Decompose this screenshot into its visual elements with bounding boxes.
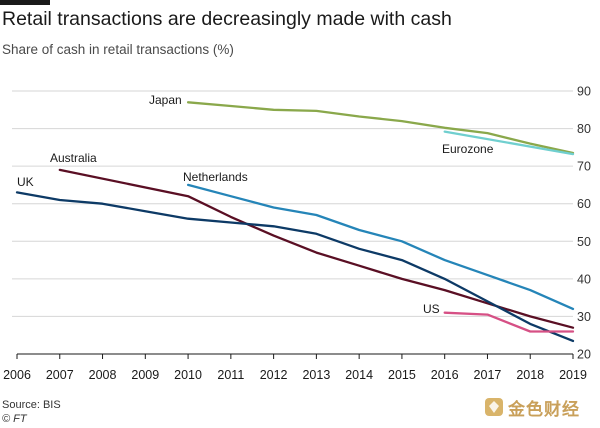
- y-tick-label-60: 60: [577, 197, 591, 211]
- series-label-us: US: [423, 302, 440, 316]
- series-line-eurozone: [443, 130, 575, 156]
- series-line-uk: [15, 191, 575, 343]
- x-tick-label-2011: 2011: [217, 368, 244, 382]
- y-tick-label-20: 20: [577, 348, 591, 362]
- x-tick-label-2014: 2014: [345, 368, 373, 382]
- x-axis: 2006 2007 2008 2009 2010 2011 2012 2013 2014 2015…: [3, 353, 587, 382]
- x-tick-label-2008: 2008: [89, 368, 117, 382]
- watermark: 金色财经: [484, 395, 580, 419]
- y-tick-label-30: 30: [577, 310, 591, 324]
- series-line-japan: [186, 101, 575, 155]
- x-tick-label-2013: 2013: [302, 368, 330, 382]
- series-label-japan: Japan: [149, 93, 182, 107]
- x-tick-label-2012: 2012: [260, 368, 288, 382]
- y-tick-label-80: 80: [577, 122, 591, 136]
- series-label-uk: UK: [17, 175, 34, 189]
- y-tick-label-90: 90: [577, 85, 591, 99]
- chart-subtitle: Share of cash in retail transactions (%): [2, 42, 234, 57]
- chart-title: Retail transactions are decreasingly mad…: [2, 8, 452, 30]
- x-tick-label-2007: 2007: [46, 368, 74, 382]
- y-axis-tick-labels: 20 30 40 50 60 70 80 90: [577, 85, 591, 362]
- x-tick-label-2019: 2019: [559, 368, 587, 382]
- watermark-logo-icon: [485, 398, 503, 416]
- series-line-australia: [58, 168, 575, 329]
- x-tick-label-2016: 2016: [431, 368, 459, 382]
- grid-lines: [12, 90, 573, 317]
- x-tick-label-2018: 2018: [516, 368, 544, 382]
- source-note: Source: BIS: [2, 399, 61, 411]
- series-label-netherlands: Netherlands: [183, 170, 248, 184]
- x-tick-label-2009: 2009: [131, 368, 159, 382]
- series-line-netherlands: [186, 183, 575, 311]
- x-tick-label-2015: 2015: [388, 368, 416, 382]
- x-tick-label-2006: 2006: [3, 368, 31, 382]
- series-label-eurozone: Eurozone: [442, 142, 494, 156]
- y-tick-label-50: 50: [577, 235, 591, 249]
- x-tick-label-2017: 2017: [474, 368, 502, 382]
- watermark-text: 金色财经: [508, 399, 580, 419]
- y-tick-label-40: 40: [577, 272, 591, 286]
- header-accent-rule: [0, 0, 50, 5]
- series-line-us: [443, 311, 575, 333]
- x-tick-label-2010: 2010: [174, 368, 202, 382]
- credit-note: © FT: [2, 413, 27, 425]
- y-tick-label-70: 70: [577, 160, 591, 174]
- series-lines: [15, 101, 575, 343]
- series-label-australia: Australia: [50, 151, 97, 165]
- series-labels: Japan Eurozone Australia Netherlands UK US: [17, 93, 494, 316]
